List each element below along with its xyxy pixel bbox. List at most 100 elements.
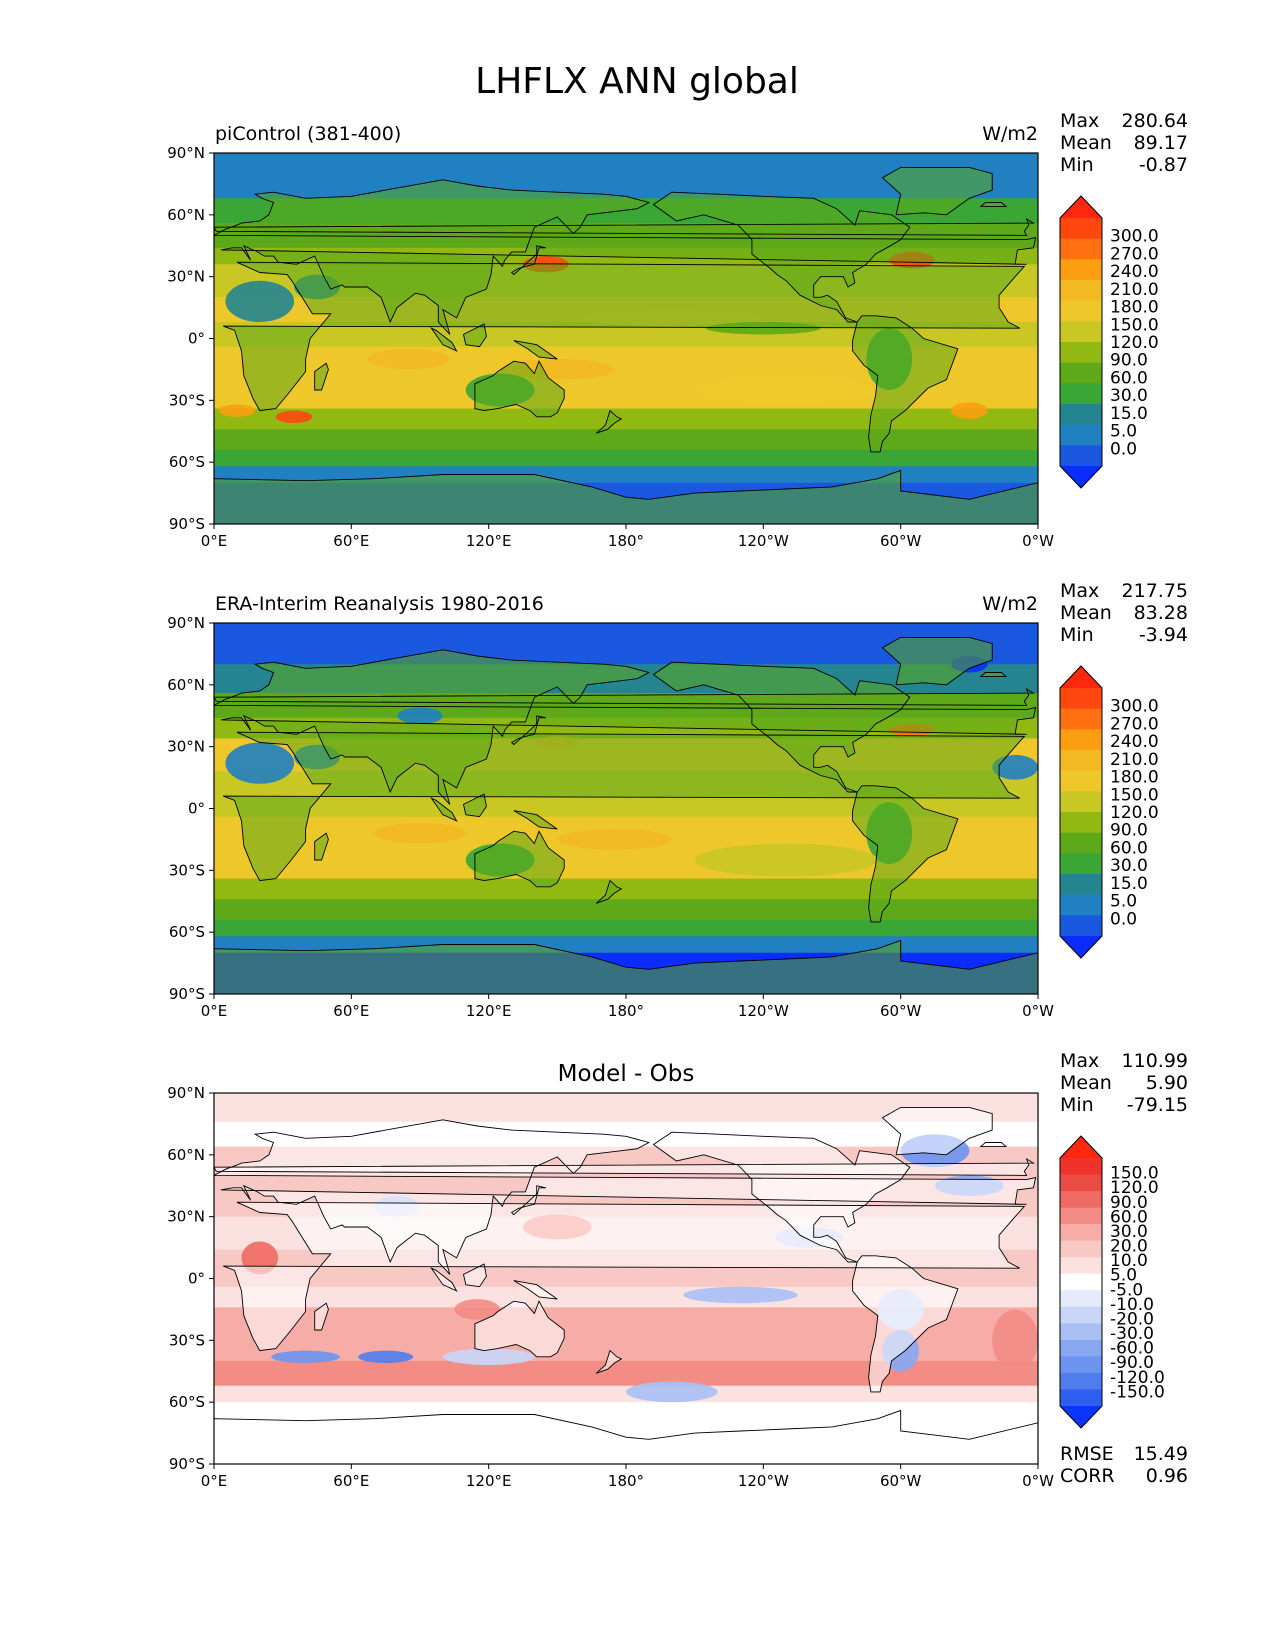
- land-fill: [214, 1159, 1034, 1176]
- coastline: [314, 362, 329, 391]
- units-label: W/m2: [982, 123, 1038, 145]
- coastline: [474, 1300, 565, 1358]
- colorbar-label: -150.0: [1110, 1382, 1165, 1402]
- land-fill: [513, 810, 558, 830]
- stat-value: 110.99: [1122, 1050, 1188, 1072]
- field-feature: [218, 404, 256, 417]
- coastline: [474, 830, 565, 888]
- colorbar-outline: [1059, 665, 1103, 959]
- colorbar-segment: [1060, 729, 1102, 751]
- coastline: [979, 1142, 1008, 1148]
- land-fill: [980, 202, 1006, 207]
- coastline: [474, 360, 565, 418]
- colorbar-segment: [1060, 259, 1102, 281]
- coastline: [513, 1280, 558, 1300]
- coastline: [881, 166, 993, 216]
- panel-title: piControl (381-400): [215, 123, 401, 145]
- coastline: [462, 1263, 487, 1288]
- land-fill: [882, 637, 993, 685]
- field-feature: [454, 1299, 501, 1320]
- y-tick-label: 60°N: [167, 1146, 205, 1164]
- colorbar-label: 0.0: [1110, 439, 1137, 459]
- colorbar-extend-min: [1060, 936, 1102, 958]
- x-tick-label: 0°W: [1022, 1002, 1054, 1020]
- x-tick-label: 120°E: [466, 532, 512, 550]
- coastline: [214, 179, 1037, 335]
- colorbar-segment: [1060, 424, 1102, 446]
- field-band: [214, 878, 1038, 900]
- x-tick-label: 60°W: [880, 1472, 922, 1490]
- x-tick-label: 0°W: [1022, 1472, 1054, 1490]
- y-tick-label: 0°: [188, 1270, 205, 1288]
- field-feature: [557, 829, 672, 850]
- x-tick-label: 120°E: [466, 1472, 512, 1490]
- colorbar-segment: [1060, 280, 1102, 302]
- y-tick-label: 60°N: [167, 206, 205, 224]
- coastline: [881, 1106, 993, 1156]
- field-band: [214, 919, 1038, 937]
- land-fill: [596, 410, 622, 434]
- x-tick-label: 180°: [608, 1002, 644, 1020]
- x-tick-label: 0°E: [201, 1002, 228, 1020]
- colorbar-label: 30.0: [1110, 1222, 1148, 1242]
- colorbar-label: 240.0: [1110, 732, 1159, 752]
- x-tick-label: 60°W: [880, 532, 922, 550]
- y-tick-label: 90°S: [169, 985, 205, 1003]
- field-feature: [225, 280, 295, 323]
- colorbar-segment: [1060, 362, 1102, 384]
- coastline: [652, 661, 911, 793]
- land-fill: [852, 1255, 958, 1392]
- colorbar-label: -5.0: [1110, 1280, 1143, 1300]
- land-fill: [463, 324, 487, 347]
- colorbar-segment: [1060, 1240, 1102, 1258]
- stat-value: -79.15: [1127, 1094, 1188, 1116]
- x-tick-label: 0°E: [201, 1472, 228, 1490]
- y-tick-label: 30°S: [169, 391, 205, 409]
- land-fill: [463, 1264, 487, 1287]
- land-fill: [852, 785, 958, 922]
- colorbar-segment: [1060, 894, 1102, 916]
- colorbar-segment: [1060, 238, 1102, 260]
- colorbar-segment: [1060, 1356, 1102, 1374]
- colorbar-label: 120.0: [1110, 803, 1159, 823]
- coastline: [214, 687, 1036, 706]
- stat-value: 0.96: [1146, 1465, 1188, 1487]
- colorbar-label: 300.0: [1110, 697, 1159, 717]
- land-fill: [513, 340, 558, 360]
- field-band: [214, 1286, 1038, 1308]
- x-tick-label: 0°W: [1022, 532, 1054, 550]
- colorbar-segment: [1060, 1372, 1102, 1390]
- colorbar-extend-max: [1060, 1136, 1102, 1158]
- coastline: [852, 785, 959, 923]
- land-fill: [980, 672, 1006, 677]
- y-tick-label: 90°N: [167, 614, 205, 632]
- field-band: [214, 1385, 1038, 1403]
- colorbar-label: 90.0: [1110, 351, 1148, 371]
- colorbar-segment: [1060, 1158, 1102, 1176]
- coastline: [510, 1185, 546, 1216]
- colorbar-segment: [1060, 445, 1102, 467]
- stat-value: -0.87: [1139, 154, 1188, 176]
- field-feature: [626, 1381, 718, 1403]
- colorbar-label: 60.0: [1110, 1207, 1148, 1227]
- field-feature: [951, 402, 988, 419]
- stat-label: CORR: [1060, 1465, 1115, 1487]
- field-feature: [694, 373, 878, 407]
- coastline: [314, 1302, 329, 1331]
- land-fill: [214, 689, 1034, 706]
- field-band: [214, 1360, 1038, 1387]
- colorbar-label: -20.0: [1110, 1309, 1154, 1329]
- colorbar-segment: [1060, 300, 1102, 322]
- coastline: [214, 1157, 1036, 1176]
- panel-diff: 0°E 60°E 120°E 180° 120°W 60°W 0°W 90°N 60°N 30°N…: [167, 1050, 1188, 1490]
- colorbar-segment: [1060, 1191, 1102, 1209]
- stat-value: 15.49: [1134, 1443, 1188, 1465]
- colorbar-label: 30.0: [1110, 856, 1148, 876]
- coastline: [513, 810, 558, 830]
- field-band: [214, 449, 1038, 467]
- y-tick-label: 60°S: [169, 453, 205, 471]
- coastline: [462, 793, 487, 818]
- stat-value: 5.90: [1146, 1072, 1188, 1094]
- field-feature: [397, 707, 443, 724]
- land-fill: [431, 798, 457, 821]
